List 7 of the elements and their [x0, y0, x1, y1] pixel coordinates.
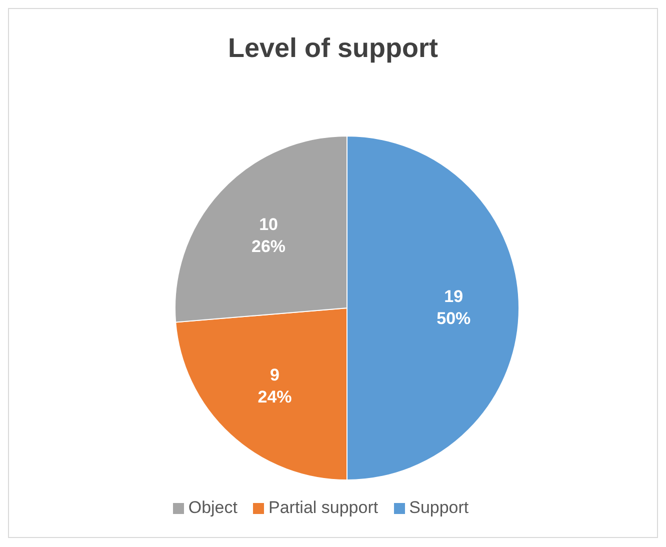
legend-label: Support	[409, 498, 469, 517]
legend-label: Partial support	[268, 498, 378, 517]
chart-title: Level of support	[226, 32, 439, 65]
data-label: 10 26%	[252, 214, 286, 256]
legend-label: Object	[188, 498, 238, 517]
data-label: 19 50%	[436, 287, 471, 328]
data-label: 9 24%	[258, 365, 292, 406]
